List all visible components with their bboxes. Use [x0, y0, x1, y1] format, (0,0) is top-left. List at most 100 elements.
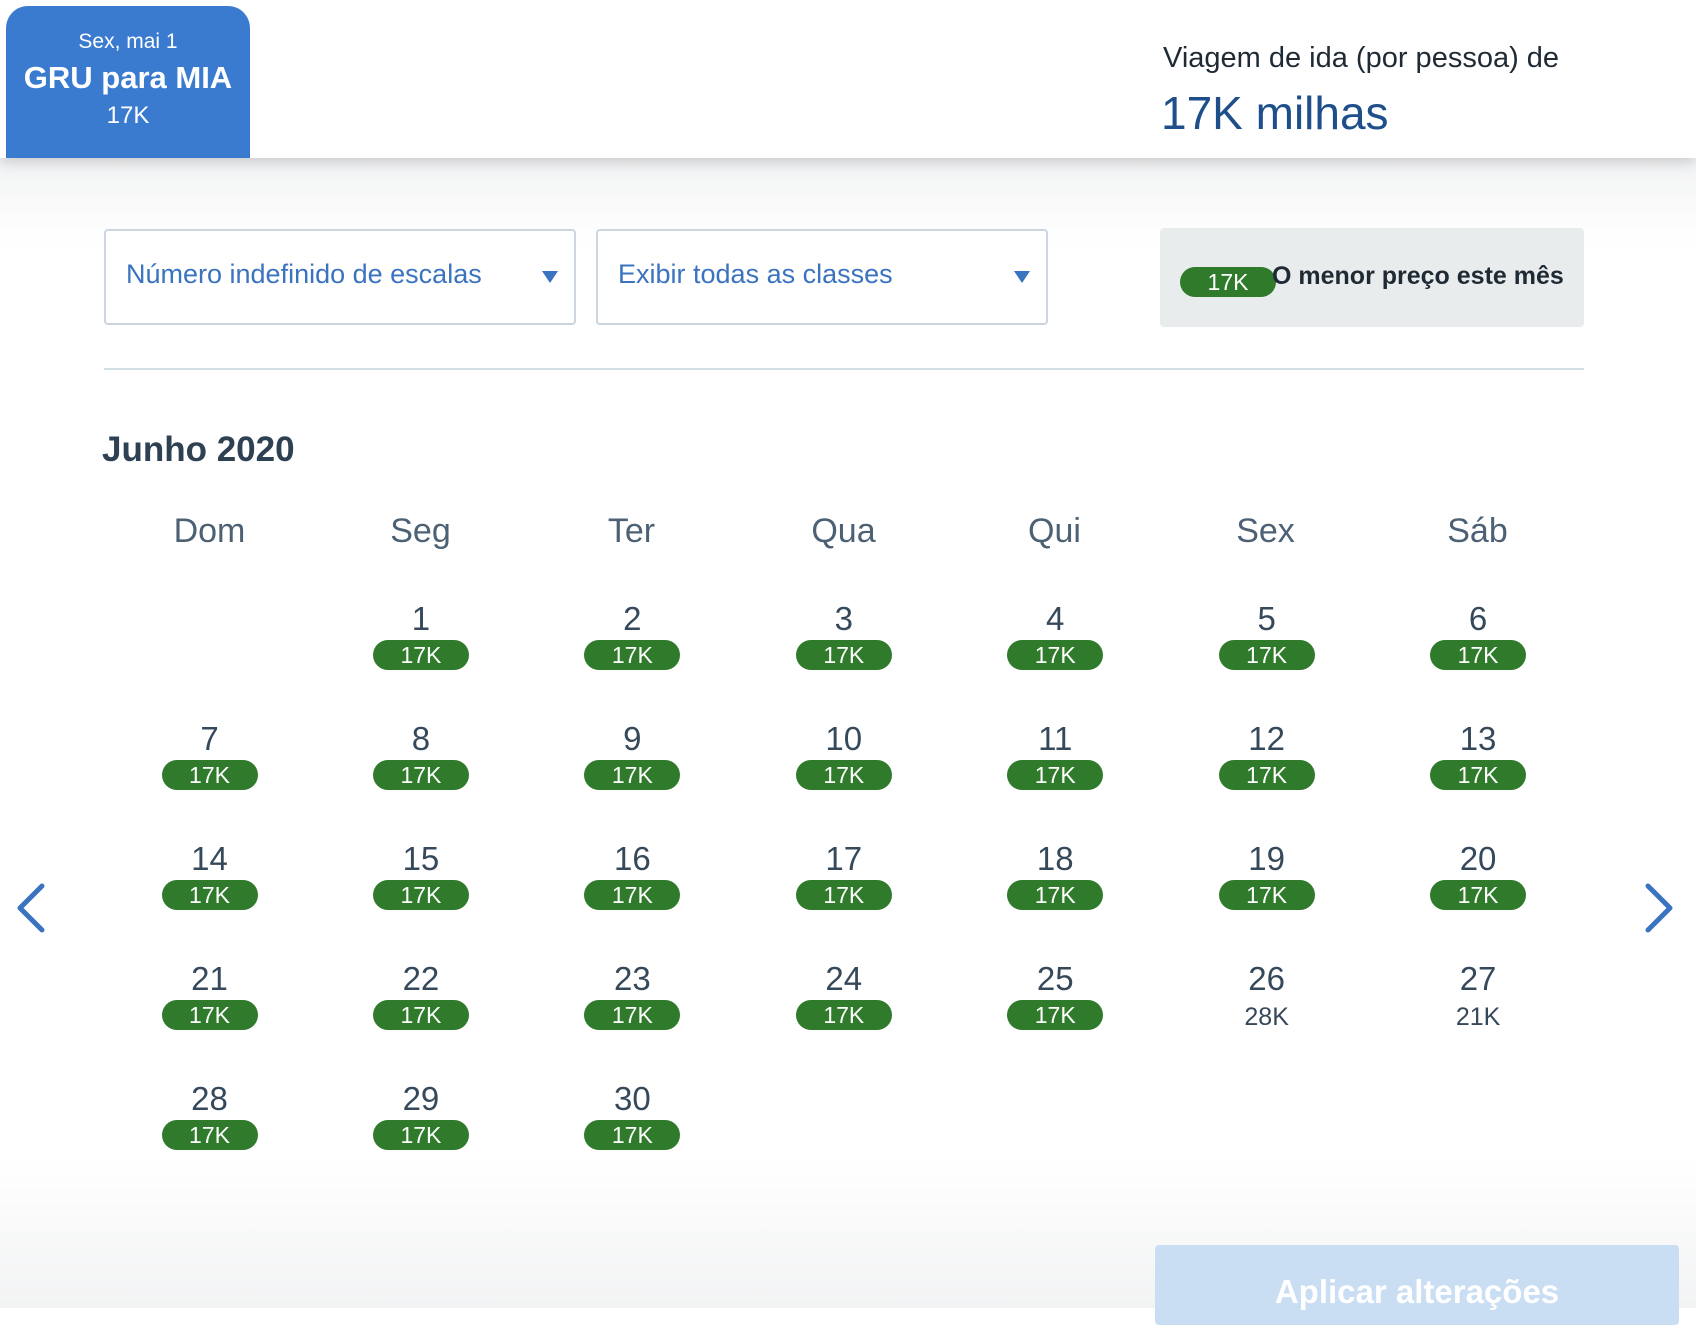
day-number: 19 — [1248, 840, 1285, 877]
lowest-price-pill: 17K — [584, 760, 681, 790]
calendar-day[interactable]: 6 17K — [1373, 600, 1584, 700]
lowest-price-pill: 17K — [795, 640, 892, 670]
calendar-day[interactable]: 11 17K — [950, 720, 1161, 820]
day-number: 30 — [613, 1080, 651, 1117]
day-price: 21K — [1455, 1003, 1501, 1031]
day-number: 8 — [411, 720, 431, 757]
lowest-price-legend: 17K O menor preço este mês — [1160, 228, 1584, 327]
day-number: 18 — [1036, 840, 1074, 877]
prev-month-button[interactable] — [12, 880, 52, 936]
calendar-day[interactable]: 14 17K — [104, 840, 315, 940]
segment-route: GRU para MIA — [23, 60, 233, 95]
weekday-label: Sex — [1236, 512, 1295, 550]
calendar-day[interactable]: 25 17K — [950, 960, 1161, 1060]
trip-price-value: 17K milhas — [1161, 87, 1389, 139]
calendar-day[interactable]: 21 17K — [104, 960, 315, 1060]
calendar-day[interactable]: 18 17K — [950, 840, 1161, 940]
segment-date: Sex, mai 1 — [78, 30, 178, 53]
day-number: 20 — [1459, 840, 1497, 877]
calendar-day[interactable]: 23 17K — [527, 960, 738, 1060]
lowest-price-pill: 17K — [1430, 880, 1527, 910]
day-number: 13 — [1459, 720, 1497, 757]
calendar-day[interactable]: 30 17K — [527, 1080, 738, 1180]
calendar-day[interactable]: 28 17K — [104, 1080, 315, 1180]
flight-segment-tab[interactable]: Sex, mai 1 GRU para MIA 17K — [6, 6, 250, 158]
calendar-day[interactable]: 16 17K — [527, 840, 738, 940]
calendar-day[interactable]: 3 17K — [738, 600, 949, 700]
calendar-day[interactable]: 19 17K — [1161, 840, 1372, 940]
weekday-label: Dom — [173, 512, 246, 550]
calendar-day[interactable]: 17 17K — [738, 840, 949, 940]
lowest-price-pill: 17K — [1430, 640, 1527, 670]
calendar-day[interactable]: 8 17K — [315, 720, 526, 820]
day-number: 4 — [1046, 600, 1065, 637]
calendar-day[interactable]: 9 17K — [527, 720, 738, 820]
day-price: 28K — [1244, 1003, 1289, 1031]
lowest-price-pill: 17K — [1007, 640, 1104, 670]
day-number: 10 — [825, 720, 863, 757]
calendar-day[interactable]: 29 17K — [315, 1080, 526, 1180]
day-number: 25 — [1036, 960, 1074, 997]
caret-down-icon — [1014, 271, 1030, 283]
stops-select[interactable]: Número indefinido de escalas — [104, 229, 576, 325]
lowest-price-pill: 17K — [584, 880, 681, 910]
lowest-price-pill: 17K — [584, 1120, 681, 1150]
lowest-price-pill: 17K — [584, 640, 681, 670]
lowest-price-pill: 17K — [372, 640, 469, 670]
weekday-label: Seg — [390, 512, 451, 550]
caret-down-icon — [542, 271, 558, 283]
lowest-price-pill: 17K — [1218, 640, 1315, 670]
month-title: Junho 2020 — [102, 430, 295, 469]
lowest-price-pill: 17K — [1007, 880, 1104, 910]
calendar-day[interactable]: 24 17K — [738, 960, 949, 1060]
calendar-day[interactable]: 12 17K — [1161, 720, 1372, 820]
class-select-value: Exibir todas as classes — [618, 259, 893, 289]
day-number: 6 — [1468, 600, 1488, 637]
segment-price: 17K — [106, 102, 150, 129]
class-select[interactable]: Exibir todas as classes — [596, 229, 1048, 325]
calendar-day[interactable]: 7 17K — [104, 720, 315, 820]
day-number: 29 — [402, 1080, 440, 1117]
divider — [104, 368, 1584, 370]
calendar-day[interactable]: 13 17K — [1373, 720, 1584, 820]
calendar-day[interactable]: 2 17K — [527, 600, 738, 700]
apply-changes-button[interactable]: Aplicar alterações — [1155, 1245, 1679, 1325]
day-number: 14 — [191, 840, 228, 877]
stops-select-value: Número indefinido de escalas — [126, 259, 482, 289]
day-number: 27 — [1459, 960, 1497, 997]
calendar-day[interactable]: 22 17K — [315, 960, 526, 1060]
legend-price-pill: 17K — [1180, 267, 1276, 297]
day-number: 1 — [411, 600, 431, 637]
calendar-day[interactable]: 1 17K — [315, 600, 526, 700]
lowest-price-pill: 17K — [1218, 880, 1315, 910]
lowest-price-pill: 17K — [161, 1120, 258, 1150]
weekday-label: Qua — [811, 512, 876, 550]
calendar-day[interactable]: 27 21K — [1373, 960, 1584, 1060]
calendar-day[interactable]: 26 28K — [1161, 960, 1372, 1060]
calendar-day[interactable]: 10 17K — [738, 720, 949, 820]
trip-price-label: Viagem de ida (por pessoa) de — [1163, 42, 1560, 74]
lowest-price-pill: 17K — [1218, 760, 1315, 790]
calendar-day[interactable]: 15 17K — [315, 840, 526, 940]
day-number: 16 — [613, 840, 651, 877]
weekday-label: Qui — [1028, 512, 1081, 550]
day-number: 17 — [825, 840, 863, 877]
lowest-price-pill: 17K — [372, 880, 469, 910]
lowest-price-pill: 17K — [584, 1000, 681, 1030]
day-number: 2 — [623, 600, 642, 637]
calendar-day[interactable]: 4 17K — [950, 600, 1161, 700]
lowest-price-pill: 17K — [372, 1000, 469, 1030]
day-number: 23 — [613, 960, 651, 997]
chevron-right-icon — [1645, 883, 1673, 933]
calendar-day[interactable]: 5 17K — [1161, 600, 1372, 700]
day-number: 5 — [1257, 600, 1276, 637]
day-number: 3 — [834, 600, 853, 637]
next-month-button[interactable] — [1638, 880, 1678, 936]
day-number: 21 — [191, 960, 228, 997]
lowest-price-pill: 17K — [161, 1000, 258, 1030]
lowest-price-pill: 17K — [161, 880, 258, 910]
lowest-price-pill: 17K — [372, 1120, 469, 1150]
lowest-price-pill: 17K — [1007, 760, 1104, 790]
calendar-day[interactable]: 20 17K — [1373, 840, 1584, 940]
day-number: 24 — [825, 960, 863, 997]
